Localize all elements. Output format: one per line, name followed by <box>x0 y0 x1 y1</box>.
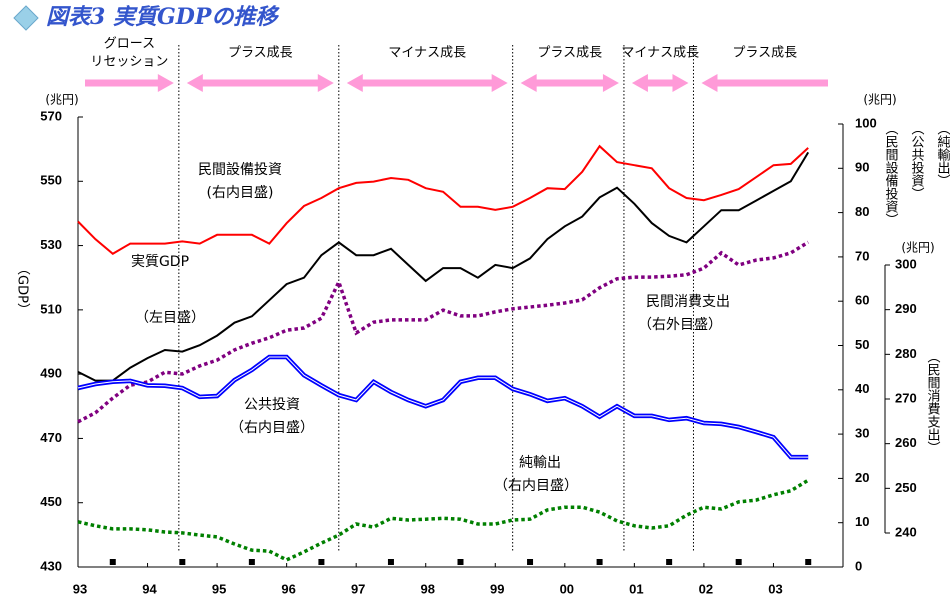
x-minor-tick <box>387 559 394 565</box>
y3-axis-title: （民間消費支出） <box>925 350 941 454</box>
phase-arrow <box>85 74 174 92</box>
y2-tick-label: 70 <box>855 248 869 263</box>
y2-tick-label: 20 <box>855 470 869 485</box>
y2-axis-title: （民間設備投資） <box>883 122 899 226</box>
series-line-inner <box>77 356 809 458</box>
y2-unit: (兆円) <box>863 93 896 107</box>
series-line <box>77 151 810 382</box>
x-minor-tick <box>318 559 325 565</box>
x-minor-tick <box>527 559 534 565</box>
series-label: 公共投資 <box>244 397 300 413</box>
y-tick-label: 550 <box>40 173 62 188</box>
y3-tick-label: 300 <box>895 256 917 271</box>
y3-tick-label: 270 <box>895 390 917 405</box>
y2-tick-label: 30 <box>855 426 869 441</box>
y-tick-label: 530 <box>40 237 62 252</box>
x-tick-label: 93 <box>73 581 87 596</box>
x-minor-tick <box>666 559 673 565</box>
x-tick-label: 03 <box>768 581 782 596</box>
y-tick-label: 570 <box>40 108 62 123</box>
y-tick-label: 510 <box>40 301 62 316</box>
y-axis-title: （GDP） <box>15 262 31 316</box>
y3-tick-label: 280 <box>895 346 917 361</box>
y3-tick-label: 260 <box>895 435 917 450</box>
x-minor-tick <box>179 559 186 565</box>
x-tick-label: 96 <box>281 581 295 596</box>
phase-label: マイナス成長 <box>621 46 699 61</box>
y2-tick-label: 40 <box>855 381 869 396</box>
phase-label: マイナス成長 <box>388 46 466 61</box>
y3-tick-label: 250 <box>895 480 917 495</box>
y2-tick-label: 50 <box>855 337 869 352</box>
y2-axis-title: （公共投資） <box>909 122 925 200</box>
phase-arrow <box>520 74 619 92</box>
series-label: 民間設備投資 <box>198 162 282 178</box>
x-tick-label: 00 <box>560 581 574 596</box>
x-tick-label: 94 <box>142 581 157 596</box>
x-tick-label: 95 <box>212 581 226 596</box>
y2-tick-label: 100 <box>855 115 877 130</box>
series-note: （右外目盛） <box>638 317 722 333</box>
phase-label: グロース <box>104 37 155 52</box>
y2-tick-label: 10 <box>855 514 869 529</box>
y-tick-label: 470 <box>40 430 62 445</box>
y2-tick-label: 80 <box>855 204 869 219</box>
y-unit: (兆円) <box>45 93 78 107</box>
series-label: 実質GDP <box>131 254 189 270</box>
y3-unit: (兆円) <box>901 241 934 255</box>
y2-axis-title: （純輸出） <box>935 122 950 187</box>
series-line <box>77 240 810 424</box>
x-minor-tick <box>596 559 603 565</box>
y3-tick-label: 240 <box>895 524 917 539</box>
y3-tick-label: 290 <box>895 301 917 316</box>
x-minor-tick <box>457 559 464 565</box>
y2-tick-label: 60 <box>855 293 869 308</box>
phase-label: リセッション <box>90 55 168 70</box>
series-note: （右内目盛） <box>230 420 314 436</box>
x-minor-tick <box>248 559 255 565</box>
phase-label: プラス成長 <box>732 46 797 61</box>
x-minor-tick <box>109 559 116 565</box>
x-tick-label: 01 <box>629 581 643 596</box>
x-minor-tick <box>735 559 742 565</box>
y-tick-label: 490 <box>40 366 62 381</box>
phase-arrow <box>631 74 689 92</box>
chart-title: 図表3 実質GDPの推移 <box>46 4 280 30</box>
phase-arrow <box>186 74 334 92</box>
series-note: （右内目盛） <box>494 478 578 494</box>
x-tick-label: 99 <box>490 581 504 596</box>
y2-tick-label: 0 <box>855 558 862 573</box>
y2-tick-label: 90 <box>855 160 869 175</box>
phase-arrow <box>701 74 828 92</box>
x-tick-label: 02 <box>699 581 713 596</box>
x-minor-tick <box>805 559 812 565</box>
series-label: 純輸出 <box>519 455 561 471</box>
title-icon <box>13 5 39 31</box>
series-label: 民間消費支出 <box>646 294 730 310</box>
phase-label: プラス成長 <box>537 46 602 61</box>
x-tick-label: 98 <box>420 581 434 596</box>
y-tick-label: 450 <box>40 494 62 509</box>
x-tick-label: 97 <box>351 581 365 596</box>
y-tick-label: 430 <box>40 558 62 573</box>
phase-label: プラス成長 <box>228 46 293 61</box>
series-note: （左目盛） <box>135 310 205 326</box>
series-note: (右内目盛) <box>207 185 274 201</box>
series-line <box>77 144 809 256</box>
phase-arrow <box>346 74 508 92</box>
